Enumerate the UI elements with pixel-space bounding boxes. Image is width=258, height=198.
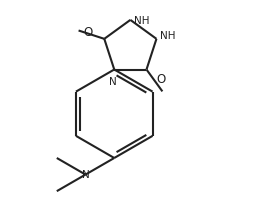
- Text: NH: NH: [160, 31, 176, 41]
- Text: N: N: [109, 77, 117, 87]
- Text: O: O: [84, 27, 93, 39]
- Text: O: O: [156, 73, 166, 87]
- Text: N: N: [82, 169, 89, 180]
- Text: NH: NH: [134, 16, 150, 26]
